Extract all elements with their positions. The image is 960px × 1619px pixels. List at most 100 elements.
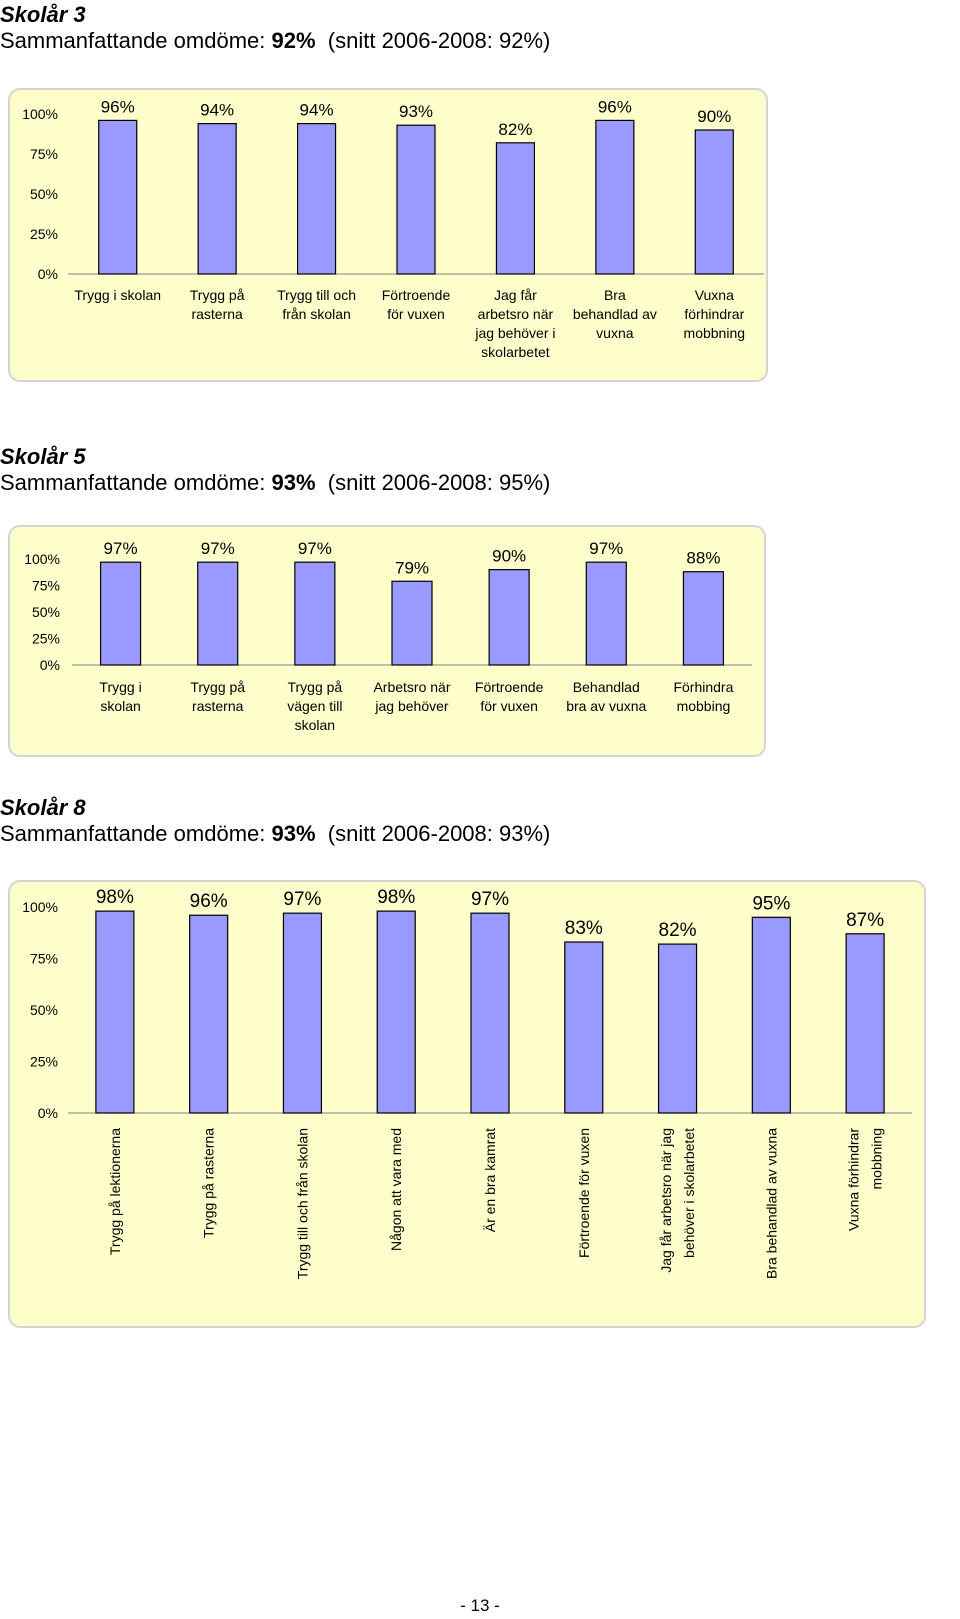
bar (495, 142, 536, 275)
y-tick-label: 50% (32, 604, 60, 620)
y-tick-label: 100% (24, 551, 60, 567)
value-label: 82% (498, 120, 532, 139)
bar (564, 941, 604, 1114)
bar (376, 910, 416, 1114)
category-label: mobbning (869, 1128, 885, 1190)
category-label: Behandlad (573, 679, 640, 695)
bar (189, 914, 229, 1114)
section-heading-3: Skolår 8 Sammanfattande omdöme: 93% (sni… (0, 795, 550, 847)
y-tick-label: 100% (22, 899, 58, 915)
summary-line: Sammanfattande omdöme: 92% (snitt 2006-2… (0, 28, 550, 54)
value-label: 97% (104, 539, 138, 558)
category-label: Förtroende (475, 679, 544, 695)
y-tick-label: 0% (38, 266, 58, 282)
average-text: (snitt 2006-2008: 93%) (327, 821, 551, 846)
category-label: Trygg i skolan (74, 287, 161, 303)
category-label: bra av vuxna (566, 698, 646, 714)
bar (282, 912, 323, 1114)
category-label: Bra behandlad av vuxna (763, 1128, 779, 1279)
y-tick-label: 100% (22, 106, 58, 122)
average-text: (snitt 2006-2008: 95%) (327, 470, 551, 495)
summary-value: 93% (271, 470, 316, 495)
category-label: förhindrar (684, 306, 744, 322)
category-label: Arbetsro när (373, 679, 450, 695)
y-tick-label: 0% (40, 657, 60, 673)
category-label: för vuxen (480, 698, 538, 714)
category-label: skolan (295, 717, 335, 733)
value-label: 94% (200, 101, 234, 120)
category-label: skolan (100, 698, 140, 714)
category-label: Trygg på rasterna (201, 1128, 217, 1238)
y-tick-label: 0% (38, 1105, 58, 1121)
summary-label: Sammanfattande omdöme: (0, 28, 266, 53)
category-label: Förtroende (382, 287, 451, 303)
category-label: jag behöver (374, 698, 449, 714)
value-label: 97% (201, 539, 235, 558)
value-label: 88% (686, 549, 720, 568)
value-label: 90% (492, 547, 526, 566)
y-tick-label: 50% (30, 1002, 58, 1018)
category-label: Trygg på (287, 679, 342, 695)
bar (751, 916, 791, 1114)
value-label: 96% (101, 97, 135, 116)
value-label: 94% (300, 101, 334, 120)
value-label: 87% (846, 910, 884, 931)
y-tick-label: 25% (32, 631, 60, 647)
category-label: Jag får arbetsro när jag (658, 1128, 674, 1273)
category-label: för vuxen (387, 306, 445, 322)
category-label: Förhindra (673, 679, 733, 695)
summary-value: 92% (271, 28, 316, 53)
bar (197, 122, 237, 275)
bar (197, 561, 239, 666)
category-label: jag behöver i (474, 325, 555, 341)
category-label: arbetsro när (478, 306, 554, 322)
category-label: Vuxna förhindrar (846, 1128, 862, 1231)
bar (657, 943, 698, 1114)
value-label: 95% (752, 893, 790, 914)
bar (595, 119, 635, 275)
section-title: Skolår 3 (0, 2, 86, 27)
bar (585, 561, 627, 666)
category-label: mobbing (677, 698, 731, 714)
category-label: från skolan (282, 306, 350, 322)
category-label: Bra (604, 287, 626, 303)
category-label: Någon att vara med (388, 1128, 404, 1251)
summary-value: 93% (271, 821, 316, 846)
category-label: Trygg till och från skolan (294, 1128, 310, 1279)
bar (294, 561, 336, 666)
summary-label: Sammanfattande omdöme: (0, 470, 266, 495)
category-label: behandlad av (573, 306, 657, 322)
category-label: rasterna (191, 306, 243, 322)
section-title: Skolår 8 (0, 795, 86, 820)
category-label: vägen till (287, 698, 342, 714)
section-title: Skolår 5 (0, 444, 86, 469)
bar (470, 912, 510, 1114)
bar (396, 124, 436, 275)
value-label: 98% (96, 887, 134, 908)
section-heading-2: Skolår 5 Sammanfattande omdöme: 93% (sni… (0, 444, 550, 496)
category-label: Trygg till och (277, 287, 356, 303)
category-label: rasterna (192, 698, 244, 714)
category-label: vuxna (596, 325, 634, 341)
y-tick-label: 25% (30, 1054, 58, 1070)
value-label: 97% (283, 889, 321, 910)
summary-line: Sammanfattande omdöme: 93% (snitt 2006-2… (0, 470, 550, 496)
y-tick-label: 50% (30, 186, 58, 202)
value-label: 93% (399, 102, 433, 121)
average-text: (snitt 2006-2008: 92%) (327, 28, 551, 53)
page-number: - 13 - (460, 1596, 500, 1615)
bar (296, 122, 337, 275)
bar (95, 910, 135, 1114)
value-label: 98% (377, 887, 415, 908)
section-heading-1: Skolår 3 Sammanfattande omdöme: 92% (sni… (0, 2, 550, 54)
category-label: skolarbetet (481, 344, 550, 360)
value-label: 96% (598, 97, 632, 116)
bar (98, 119, 138, 275)
y-tick-label: 75% (30, 146, 58, 162)
bar (694, 129, 734, 275)
summary-line: Sammanfattande omdöme: 93% (snitt 2006-2… (0, 821, 550, 847)
category-label: Jag får (494, 287, 537, 303)
category-label: Trygg på lektionerna (107, 1128, 123, 1255)
